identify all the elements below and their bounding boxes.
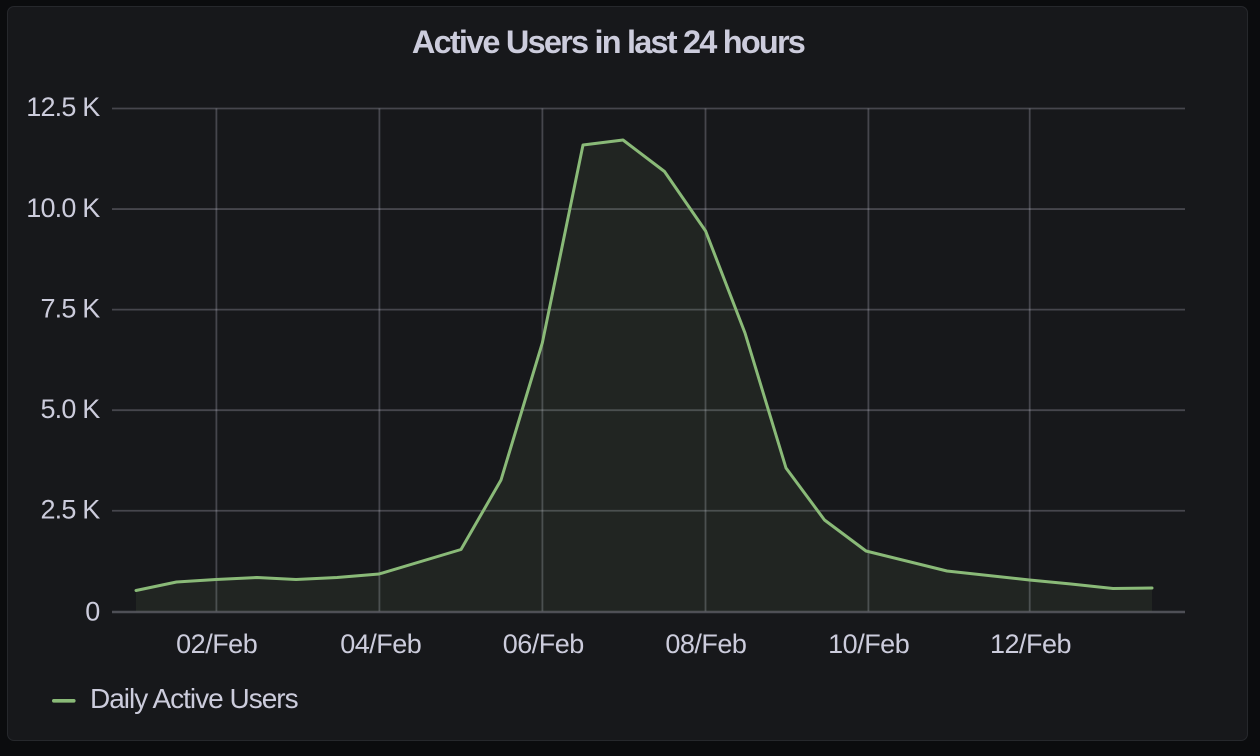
svg-text:02/Feb: 02/Feb xyxy=(176,629,257,659)
svg-text:10.0 K: 10.0 K xyxy=(26,193,100,223)
svg-text:08/Feb: 08/Feb xyxy=(665,629,746,659)
svg-text:12/Feb: 12/Feb xyxy=(990,629,1071,659)
svg-text:Daily Active Users: Daily Active Users xyxy=(90,683,298,714)
svg-text:2.5 K: 2.5 K xyxy=(40,494,100,524)
svg-text:06/Feb: 06/Feb xyxy=(503,629,584,659)
svg-text:04/Feb: 04/Feb xyxy=(340,629,421,659)
svg-text:0: 0 xyxy=(85,597,99,627)
svg-text:7.5 K: 7.5 K xyxy=(40,293,100,323)
svg-text:10/Feb: 10/Feb xyxy=(828,629,909,659)
svg-text:5.0 K: 5.0 K xyxy=(40,394,100,424)
svg-text:Active Users in last 24 hours: Active Users in last 24 hours xyxy=(412,24,805,60)
svg-text:12.5 K: 12.5 K xyxy=(26,92,100,122)
